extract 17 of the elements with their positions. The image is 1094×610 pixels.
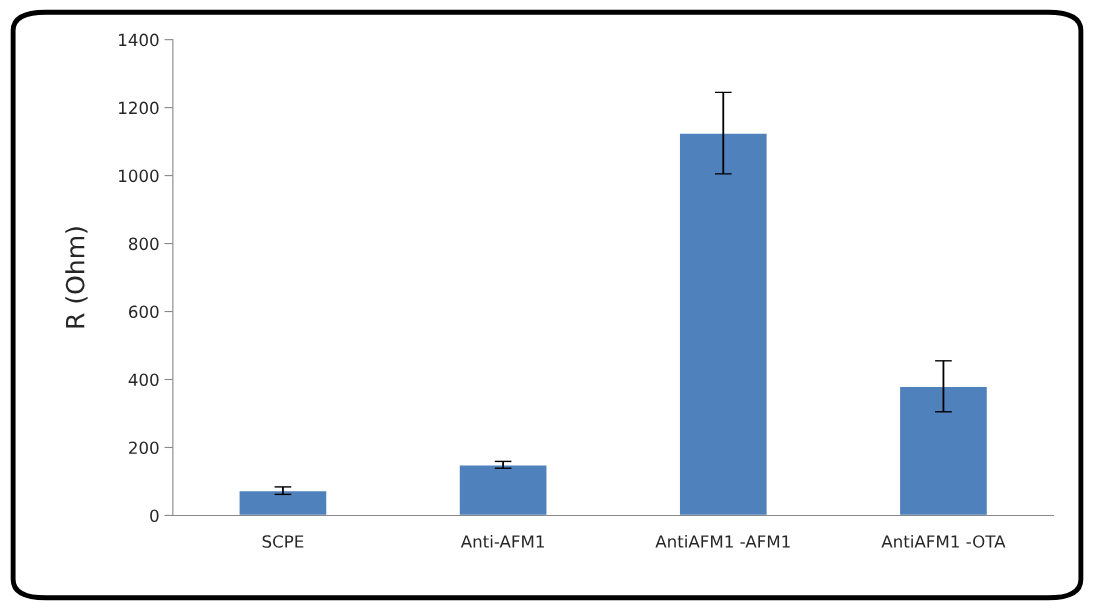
y-tick-label: 1200 xyxy=(119,101,159,115)
bar xyxy=(678,132,768,516)
bar xyxy=(238,489,328,516)
y-tick-label: 600 xyxy=(129,305,159,319)
y-tick-label: 400 xyxy=(128,373,159,387)
x-tick-label: Anti-AFM1 xyxy=(460,534,544,548)
bar xyxy=(898,385,989,516)
y-tick-label: 0 xyxy=(150,509,159,523)
y-tick-label: 800 xyxy=(128,237,159,251)
x-tick-label: SCPE xyxy=(262,535,304,548)
x-tick-label: AntiAFM1 -OTA xyxy=(881,534,1006,548)
y-tick-label: 200 xyxy=(129,441,159,455)
y-tick-label: 1000 xyxy=(119,169,159,183)
y-axis-title: R (Ohm) xyxy=(65,227,88,328)
y-tick-label: 1400 xyxy=(119,33,159,47)
x-tick-label: AntiAFM1 -AFM1 xyxy=(655,534,790,548)
bar xyxy=(458,464,548,516)
